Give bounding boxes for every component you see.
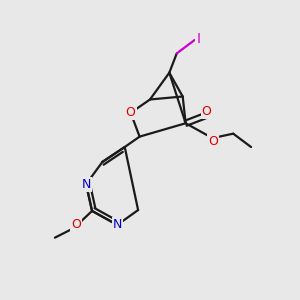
Text: O: O (126, 106, 136, 119)
Text: N: N (81, 178, 91, 191)
Text: O: O (71, 218, 81, 231)
Text: I: I (196, 32, 200, 46)
Text: N: N (112, 218, 122, 231)
Text: O: O (202, 106, 212, 118)
Text: O: O (208, 135, 218, 148)
